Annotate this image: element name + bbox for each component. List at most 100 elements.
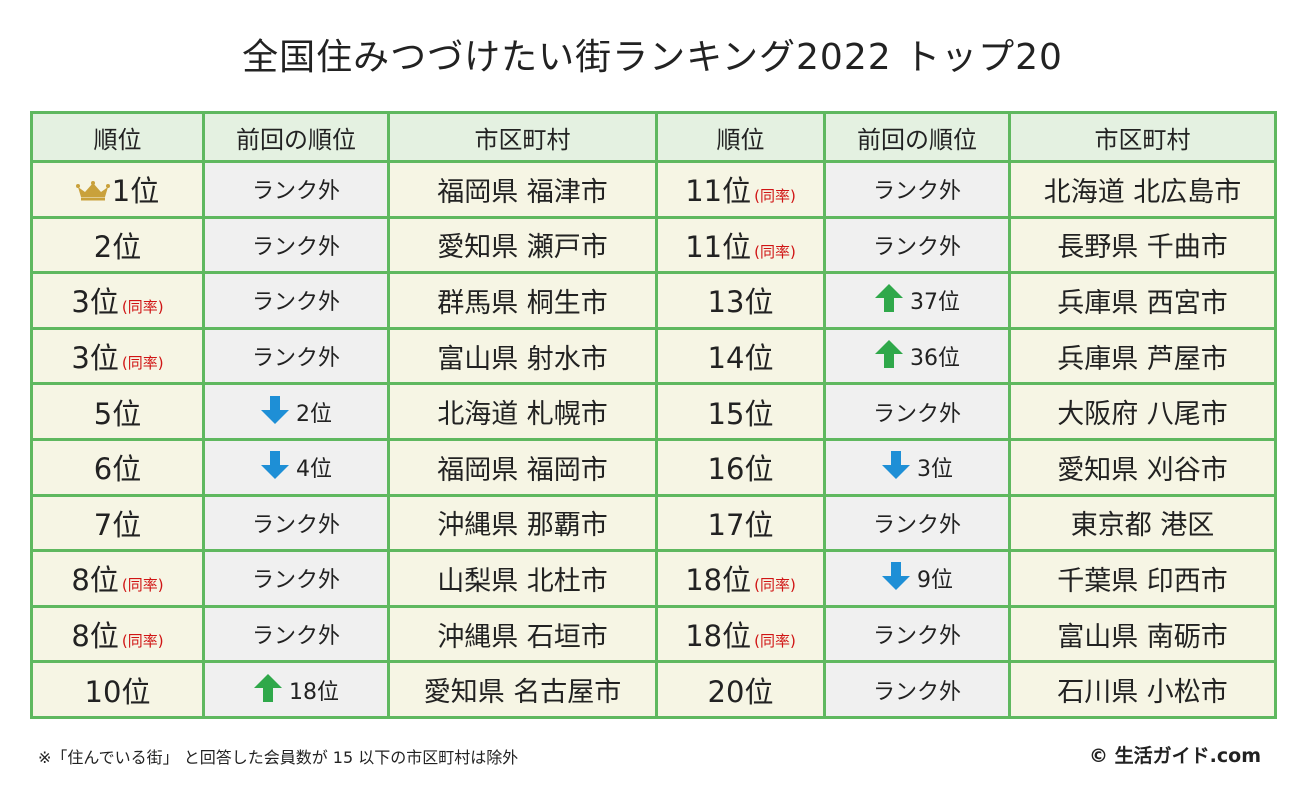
- rank-cell: 20位: [655, 660, 826, 719]
- rank-cell: 2位: [30, 215, 205, 275]
- table-row: 2位 ランク外 愛知県 瀬戸市 11位 (同率) ランク外 長野県 千曲市: [30, 215, 1277, 275]
- table-row: 7位 ランク外 沖縄県 那覇市 17位 ランク外 東京都 港区: [30, 493, 1277, 553]
- previous-rank-value: 3位: [917, 457, 953, 483]
- rank-cell: 1位: [30, 160, 205, 219]
- previous-rank-cell: 36位: [823, 326, 1011, 386]
- page-title: 全国住みつづけたい街ランキング2022 トップ20: [242, 37, 1063, 78]
- municipality-cell: 愛知県 名古屋市: [387, 660, 658, 719]
- previous-rank-value: ランク外: [872, 179, 961, 205]
- municipality-cell: 山梨県 北杜市: [387, 549, 658, 608]
- municipality-cell: 北海道 札幌市: [387, 382, 658, 441]
- rank-value: 18位: [685, 563, 752, 598]
- previous-rank-cell: 18位: [202, 660, 390, 719]
- header-previous-rank: 前回の順位: [823, 111, 1011, 163]
- municipality-cell: 石川県 小松市: [1008, 660, 1277, 719]
- tie-label: (同率): [754, 242, 796, 261]
- tie-label: (同率): [121, 632, 164, 651]
- header-rank: 順位: [30, 111, 205, 163]
- rank-value: 3位: [71, 341, 119, 376]
- municipality-cell: 富山県 南砺市: [1008, 604, 1277, 664]
- rank-value: 5位: [93, 396, 142, 431]
- copyright: © 生活ガイド.com: [1089, 745, 1261, 767]
- tie-label: (同率): [754, 632, 796, 651]
- previous-rank-value: ランク外: [251, 346, 340, 372]
- municipality-cell: 愛知県 刈谷市: [1008, 437, 1277, 497]
- municipality-cell: 富山県 射水市: [387, 326, 658, 386]
- previous-rank-cell: 9位: [823, 549, 1011, 608]
- rank-cell: 11位 (同率): [655, 160, 826, 219]
- previous-rank-value: ランク外: [872, 234, 961, 260]
- rank-value: 14位: [707, 341, 774, 376]
- municipality-cell: 福岡県 福岡市: [387, 437, 658, 497]
- previous-rank-cell: ランク外: [202, 215, 390, 275]
- tie-label: (同率): [121, 354, 164, 373]
- rank-value: 16位: [707, 452, 774, 487]
- previous-rank-value: ランク外: [251, 179, 340, 205]
- municipality-cell: 兵庫県 芦屋市: [1008, 326, 1277, 386]
- header-municipality: 市区町村: [387, 111, 658, 163]
- tie-label: (同率): [121, 298, 164, 317]
- table-row: 8位 (同率) ランク外 山梨県 北杜市 18位 (同率) 9位 千葉県 印西市: [30, 549, 1277, 608]
- rank-value: 6位: [93, 452, 142, 487]
- arrow-down-icon: [261, 451, 289, 480]
- rank-value: 13位: [707, 285, 774, 320]
- rank-value: 11位: [685, 229, 752, 264]
- previous-rank-value: 36位: [910, 346, 960, 372]
- municipality-cell: 群馬県 桐生市: [387, 271, 658, 330]
- rank-cell: 17位: [655, 493, 826, 553]
- table-header-row: 順位 前回の順位 市区町村 順位 前回の順位 市区町村: [30, 111, 1277, 163]
- header-rank: 順位: [655, 111, 826, 163]
- previous-rank-cell: ランク外: [202, 326, 390, 386]
- previous-rank-cell: ランク外: [823, 160, 1011, 219]
- tie-label: (同率): [754, 576, 796, 595]
- previous-rank-cell: ランク外: [823, 604, 1011, 664]
- header-municipality: 市区町村: [1008, 111, 1277, 163]
- previous-rank-value: ランク外: [872, 624, 961, 650]
- table-row: 6位 4位 福岡県 福岡市 16位 3位 愛知県 刈谷市: [30, 437, 1277, 497]
- previous-rank-value: 2位: [296, 401, 332, 427]
- previous-rank-value: ランク外: [251, 568, 340, 594]
- arrow-up-icon: [875, 284, 903, 313]
- rank-cell: 18位 (同率): [655, 604, 826, 664]
- previous-rank-value: 9位: [917, 568, 953, 594]
- header-previous-rank: 前回の順位: [202, 111, 390, 163]
- previous-rank-cell: 3位: [823, 437, 1011, 497]
- previous-rank-value: ランク外: [872, 679, 961, 705]
- municipality-cell: 沖縄県 石垣市: [387, 604, 658, 664]
- rank-cell: 16位: [655, 437, 826, 497]
- rank-value: 17位: [707, 507, 774, 542]
- table-row: 3位 (同率) ランク外 富山県 射水市 14位 36位 兵庫県 芦屋市: [30, 326, 1277, 386]
- rank-cell: 8位 (同率): [30, 549, 205, 608]
- table-row: 8位 (同率) ランク外 沖縄県 石垣市 18位 (同率) ランク外 富山県 南砺市: [30, 604, 1277, 664]
- rank-value: 8位: [71, 619, 119, 654]
- previous-rank-cell: 4位: [202, 437, 390, 497]
- previous-rank-value: 18位: [289, 679, 339, 705]
- municipality-cell: 長野県 千曲市: [1008, 215, 1277, 275]
- previous-rank-value: ランク外: [251, 624, 340, 650]
- previous-rank-cell: ランク外: [202, 271, 390, 330]
- table-row: 3位 (同率) ランク外 群馬県 桐生市 13位 37位 兵庫県 西宮市: [30, 271, 1277, 330]
- previous-rank-value: ランク外: [251, 512, 340, 538]
- previous-rank-cell: ランク外: [823, 382, 1011, 441]
- municipality-cell: 沖縄県 那覇市: [387, 493, 658, 553]
- rank-cell: 11位 (同率): [655, 215, 826, 275]
- previous-rank-cell: ランク外: [823, 660, 1011, 719]
- arrow-down-icon: [882, 562, 910, 591]
- rank-cell: 10位: [30, 660, 205, 719]
- ranking-table: 順位 前回の順位 市区町村 順位 前回の順位 市区町村 1位 ランク外 福岡県 福津…: [30, 111, 1277, 719]
- rank-cell: 5位: [30, 382, 205, 441]
- municipality-cell: 兵庫県 西宮市: [1008, 271, 1277, 330]
- municipality-cell: 大阪府 八尾市: [1008, 382, 1277, 441]
- table-row: 1位 ランク外 福岡県 福津市 11位 (同率) ランク外 北海道 北広島市: [30, 160, 1277, 219]
- municipality-cell: 東京都 港区: [1008, 493, 1277, 553]
- previous-rank-cell: 2位: [202, 382, 390, 441]
- rank-cell: 18位 (同率): [655, 549, 826, 608]
- footnote: ※「住んでいる街」 と回答した会員数が 15 以下の市区町村は除外: [38, 748, 519, 767]
- arrow-down-icon: [882, 451, 910, 480]
- previous-rank-cell: ランク外: [823, 493, 1011, 553]
- previous-rank-value: ランク外: [872, 401, 961, 427]
- rank-value: 10位: [84, 674, 151, 709]
- rank-value: 18位: [685, 619, 752, 654]
- rank-value: 11位: [685, 174, 752, 209]
- arrow-up-icon: [254, 673, 282, 702]
